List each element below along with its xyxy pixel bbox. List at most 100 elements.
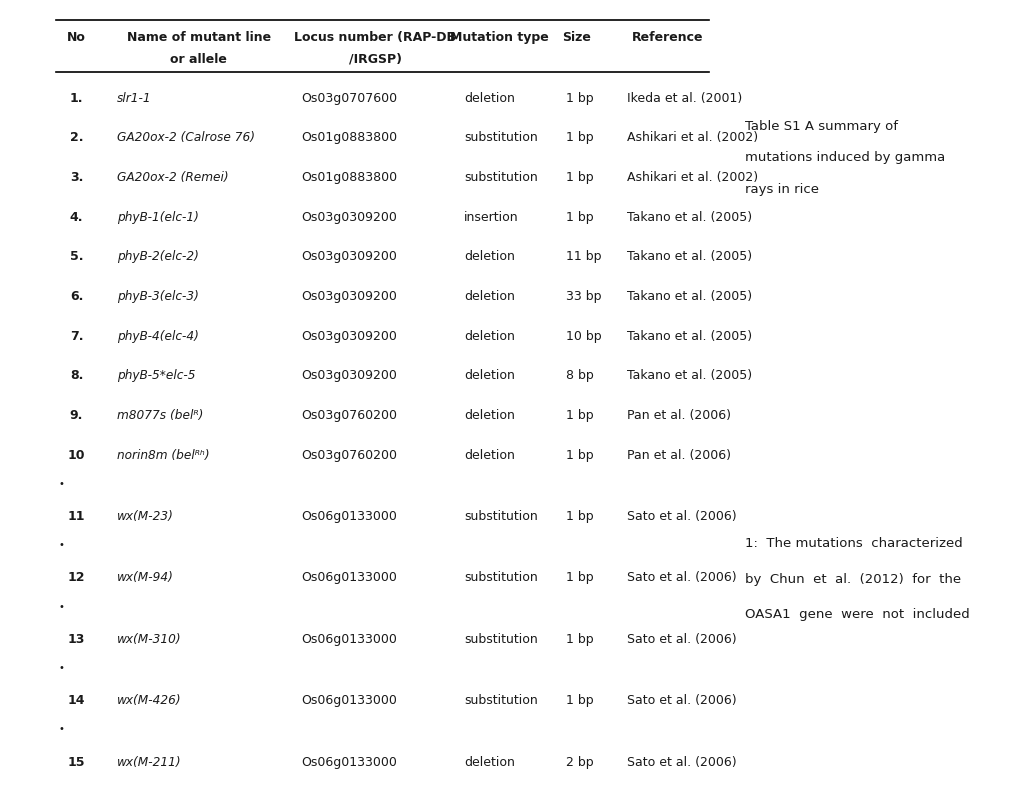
Text: deletion: deletion — [464, 756, 515, 769]
Text: 1 bp: 1 bp — [566, 132, 593, 144]
Text: Os03g0309200: Os03g0309200 — [301, 370, 396, 382]
Text: wx(M-310): wx(M-310) — [117, 633, 181, 646]
Text: deletion: deletion — [464, 329, 515, 343]
Text: Ikeda et al. (2001): Ikeda et al. (2001) — [627, 91, 742, 105]
Text: slr1-1: slr1-1 — [117, 91, 152, 105]
Text: OASA1  gene  were  not  included: OASA1 gene were not included — [744, 608, 968, 621]
Text: Mutation type: Mutation type — [450, 31, 548, 43]
Text: phyB-2(elc-2): phyB-2(elc-2) — [117, 251, 199, 263]
Text: /IRGSP): /IRGSP) — [348, 53, 401, 65]
Text: 1 bp: 1 bp — [566, 510, 593, 523]
Text: Takano et al. (2005): Takano et al. (2005) — [627, 290, 752, 303]
Text: norin8m (belᴿʰ): norin8m (belᴿʰ) — [117, 448, 210, 462]
Text: 1 bp: 1 bp — [566, 694, 593, 708]
Text: •: • — [58, 478, 64, 489]
Text: mutations induced by gamma: mutations induced by gamma — [744, 151, 944, 164]
Text: phyB-1(elc-1): phyB-1(elc-1) — [117, 210, 199, 224]
Text: Os03g0309200: Os03g0309200 — [301, 210, 396, 224]
Text: GA20ox-2 (Calrose 76): GA20ox-2 (Calrose 76) — [117, 132, 255, 144]
Text: 10: 10 — [67, 448, 86, 462]
Text: 2 bp: 2 bp — [566, 756, 593, 769]
Text: 7.: 7. — [69, 329, 84, 343]
Text: •: • — [58, 663, 64, 673]
Text: 8 bp: 8 bp — [566, 370, 593, 382]
Text: •: • — [58, 540, 64, 550]
Text: Sato et al. (2006): Sato et al. (2006) — [627, 510, 736, 523]
Text: wx(M-94): wx(M-94) — [117, 571, 174, 585]
Text: substitution: substitution — [464, 694, 537, 708]
Text: Sato et al. (2006): Sato et al. (2006) — [627, 571, 736, 585]
Text: •: • — [58, 601, 64, 611]
Text: 15: 15 — [67, 756, 86, 769]
Text: 6.: 6. — [69, 290, 84, 303]
Text: Pan et al. (2006): Pan et al. (2006) — [627, 409, 731, 422]
Text: 1 bp: 1 bp — [566, 633, 593, 646]
Text: Os03g0760200: Os03g0760200 — [301, 448, 396, 462]
Text: Sato et al. (2006): Sato et al. (2006) — [627, 633, 736, 646]
Text: Os03g0707600: Os03g0707600 — [301, 91, 396, 105]
Text: substitution: substitution — [464, 571, 537, 585]
Text: deletion: deletion — [464, 409, 515, 422]
Text: 1:  The mutations  characterized: 1: The mutations characterized — [744, 537, 961, 550]
Text: deletion: deletion — [464, 290, 515, 303]
Text: Pan et al. (2006): Pan et al. (2006) — [627, 448, 731, 462]
Text: 1 bp: 1 bp — [566, 171, 593, 184]
Text: Ashikari et al. (2002): Ashikari et al. (2002) — [627, 132, 758, 144]
Text: Reference: Reference — [632, 31, 703, 43]
Text: 1 bp: 1 bp — [566, 409, 593, 422]
Text: Locus number (RAP-DB: Locus number (RAP-DB — [294, 31, 455, 43]
Text: Takano et al. (2005): Takano et al. (2005) — [627, 329, 752, 343]
Text: 3.: 3. — [69, 171, 84, 184]
Text: Os01g0883800: Os01g0883800 — [301, 132, 396, 144]
Text: 33 bp: 33 bp — [566, 290, 601, 303]
Text: Os03g0309200: Os03g0309200 — [301, 251, 396, 263]
Text: 14: 14 — [67, 694, 86, 708]
Text: phyB-3(elc-3): phyB-3(elc-3) — [117, 290, 199, 303]
Text: Takano et al. (2005): Takano et al. (2005) — [627, 210, 752, 224]
Text: No: No — [67, 31, 86, 43]
Text: 5.: 5. — [69, 251, 84, 263]
Text: 1.: 1. — [69, 91, 84, 105]
Text: Os03g0309200: Os03g0309200 — [301, 290, 396, 303]
Text: 11 bp: 11 bp — [566, 251, 601, 263]
Text: Sato et al. (2006): Sato et al. (2006) — [627, 756, 736, 769]
Text: •: • — [58, 724, 64, 734]
Text: Os03g0309200: Os03g0309200 — [301, 329, 396, 343]
Text: 11: 11 — [67, 510, 86, 523]
Text: 1 bp: 1 bp — [566, 210, 593, 224]
Text: or allele: or allele — [170, 53, 227, 65]
Text: insertion: insertion — [464, 210, 519, 224]
Text: deletion: deletion — [464, 91, 515, 105]
Text: Name of mutant line: Name of mutant line — [126, 31, 271, 43]
Text: wx(M-23): wx(M-23) — [117, 510, 174, 523]
Text: Takano et al. (2005): Takano et al. (2005) — [627, 251, 752, 263]
Text: phyB-5*elc-5: phyB-5*elc-5 — [117, 370, 196, 382]
Text: phyB-4(elc-4): phyB-4(elc-4) — [117, 329, 199, 343]
Text: Os06g0133000: Os06g0133000 — [301, 633, 396, 646]
Text: 10 bp: 10 bp — [566, 329, 601, 343]
Text: substitution: substitution — [464, 510, 537, 523]
Text: rays in rice: rays in rice — [744, 183, 818, 195]
Text: deletion: deletion — [464, 251, 515, 263]
Text: Sato et al. (2006): Sato et al. (2006) — [627, 694, 736, 708]
Text: deletion: deletion — [464, 448, 515, 462]
Text: Os01g0883800: Os01g0883800 — [301, 171, 396, 184]
Text: 4.: 4. — [69, 210, 84, 224]
Text: Os03g0760200: Os03g0760200 — [301, 409, 396, 422]
Text: Ashikari et al. (2002): Ashikari et al. (2002) — [627, 171, 758, 184]
Text: Os06g0133000: Os06g0133000 — [301, 510, 396, 523]
Text: wx(M-426): wx(M-426) — [117, 694, 181, 708]
Text: Table S1 A summary of: Table S1 A summary of — [744, 120, 897, 132]
Text: by  Chun  et  al.  (2012)  for  the: by Chun et al. (2012) for the — [744, 573, 960, 585]
Text: wx(M-211): wx(M-211) — [117, 756, 181, 769]
Text: substitution: substitution — [464, 132, 537, 144]
Text: 1 bp: 1 bp — [566, 571, 593, 585]
Text: GA20ox-2 (Remei): GA20ox-2 (Remei) — [117, 171, 228, 184]
Text: Size: Size — [561, 31, 590, 43]
Text: 1 bp: 1 bp — [566, 91, 593, 105]
Text: substitution: substitution — [464, 171, 537, 184]
Text: Os06g0133000: Os06g0133000 — [301, 756, 396, 769]
Text: Takano et al. (2005): Takano et al. (2005) — [627, 370, 752, 382]
Text: deletion: deletion — [464, 370, 515, 382]
Text: 2.: 2. — [69, 132, 84, 144]
